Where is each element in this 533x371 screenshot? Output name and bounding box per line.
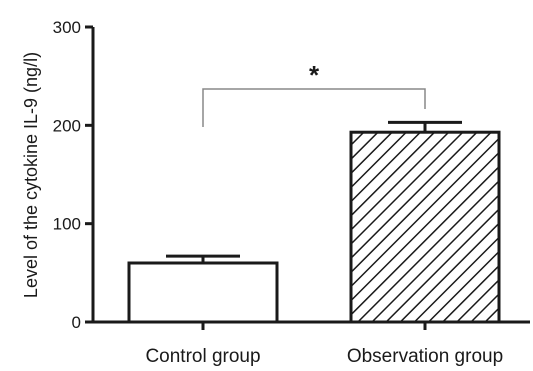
y-tick-label: 200 xyxy=(53,116,81,135)
y-tick-label: 100 xyxy=(53,215,81,234)
y-axis: 0 100 200 300 xyxy=(53,18,95,332)
significance-bracket xyxy=(202,88,426,127)
y-tick-label: 0 xyxy=(72,313,81,332)
bar xyxy=(349,130,501,324)
x-tick-label: Control group xyxy=(145,346,260,367)
bars-layer: Control group Observation group xyxy=(127,120,503,367)
x-tick-label: Observation group xyxy=(347,346,503,367)
y-axis-title: Level of the cytokine IL-9 (ng/l) xyxy=(21,52,41,298)
annotation-layer: * xyxy=(202,60,426,127)
bar xyxy=(127,261,279,324)
significance-marker: * xyxy=(309,60,320,90)
y-tick-label: 300 xyxy=(53,18,81,37)
